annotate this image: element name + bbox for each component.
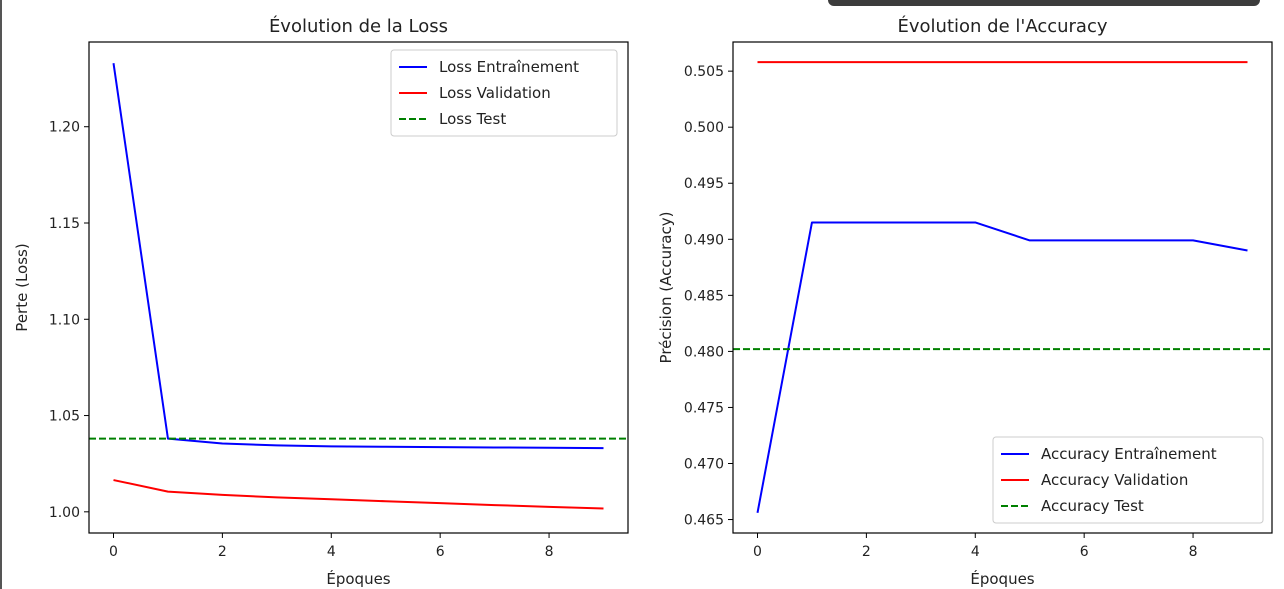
y-tick-label: 0.485: [684, 288, 724, 304]
plot-frame: [732, 41, 1273, 534]
legend-label: Accuracy Test: [1041, 497, 1144, 515]
y-axis-label: Précision (Accuracy): [657, 212, 675, 364]
x-tick-label: 0: [753, 544, 762, 560]
x-axis-label: Époques: [970, 569, 1034, 588]
y-axis-label: Perte (Loss): [13, 243, 31, 331]
x-tick-label: 2: [218, 544, 227, 560]
loss-chart: Évolution de la Loss 0 2 4 6 8 1.00 1.05 1.10 1.1…: [13, 15, 629, 588]
window-left-border: [0, 0, 2, 589]
chart-title: Évolution de l'Accuracy: [898, 15, 1108, 37]
plot-area: [89, 63, 628, 510]
legend-box: [390, 49, 618, 137]
y-tick-label: 0.505: [684, 64, 724, 80]
x-tick-label: 4: [971, 544, 980, 560]
chart-title: Évolution de la Loss: [269, 15, 448, 37]
legend: Accuracy Entraînement Accuracy Validation…: [992, 436, 1264, 524]
y-tick-label: 0.465: [684, 513, 724, 529]
y-tick-label: 0.475: [684, 400, 724, 416]
y-tick-label: 1.00: [49, 505, 80, 521]
legend: Loss Entraînement Loss Validation Loss Tes…: [390, 49, 618, 137]
x-axis-label: Époques: [326, 569, 390, 588]
series-line: [112, 63, 604, 450]
x-tick-label: 0: [109, 544, 118, 560]
y-tick-label: 1.20: [49, 120, 80, 136]
legend-label: Loss Test: [439, 110, 506, 128]
y-tick-label: 0.500: [684, 120, 724, 136]
y-tick-label: 0.495: [684, 176, 724, 192]
plot-frame: [88, 41, 629, 534]
x-tick-label: 6: [1080, 544, 1089, 560]
series-line: [113, 479, 604, 510]
x-tick-label: 8: [545, 544, 554, 560]
y-tick-label: 1.15: [49, 216, 80, 232]
legend-label: Loss Entraînement: [439, 58, 579, 76]
x-tick-label: 4: [327, 544, 336, 560]
x-tick-label: 8: [1189, 544, 1198, 560]
plot-area: [733, 61, 1272, 514]
y-tick-label: 0.470: [684, 456, 724, 472]
y-tick-label: 1.10: [49, 312, 80, 328]
legend-label: Accuracy Entraînement: [1041, 445, 1217, 463]
y-tick-label: 1.05: [49, 409, 80, 425]
x-tick-label: 6: [436, 544, 445, 560]
y-tick-label: 0.480: [684, 344, 724, 360]
overlay-tooltip-strip: [828, 0, 1260, 6]
x-tick-label: 2: [862, 544, 871, 560]
series-line: [756, 221, 1248, 514]
legend-box: [992, 436, 1264, 524]
y-tick-label: 0.490: [684, 232, 724, 248]
legend-label: Loss Validation: [439, 84, 551, 102]
accuracy-chart: Évolution de l'Accuracy 0 2 4 6 8 0.465 0.470 0.…: [657, 15, 1273, 588]
legend-label: Accuracy Validation: [1041, 471, 1188, 489]
